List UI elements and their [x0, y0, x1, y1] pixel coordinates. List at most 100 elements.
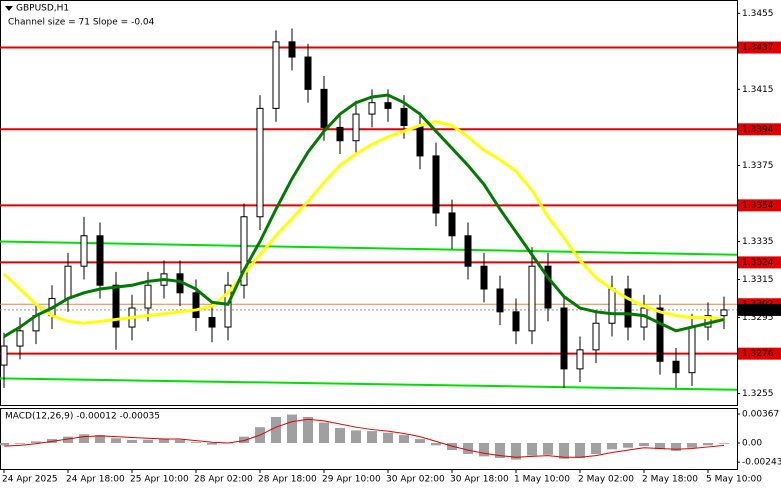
- candle-body: [144, 284, 152, 309]
- moving-average: [2, 120, 725, 325]
- candle-body: [608, 288, 616, 324]
- candle-body: [64, 265, 72, 300]
- x-tick-label: 30 Apr 02:00: [386, 475, 445, 485]
- macd-bar: [623, 442, 633, 448]
- macd-bar: [671, 442, 681, 451]
- macd-bar: [303, 416, 313, 443]
- macd-bar: [95, 435, 105, 443]
- macd-bar: [287, 414, 297, 443]
- candle-body: [192, 292, 200, 319]
- macd-bar: [719, 442, 729, 444]
- y-tick-label: 1.3335: [742, 237, 774, 247]
- macd-signal: [3, 418, 725, 458]
- y-tick-label: 0.00: [742, 438, 762, 448]
- candle-body: [112, 284, 120, 328]
- macd-bar: [607, 442, 617, 450]
- macd-bar: [655, 442, 665, 450]
- candle-body: [656, 307, 664, 362]
- x-tick-label: 25 Apr 10:00: [130, 475, 189, 485]
- macd-bar: [159, 439, 169, 443]
- y-tick-label: 1.3455: [742, 9, 774, 19]
- macd-bar: [191, 442, 201, 443]
- macd-bar: [399, 435, 409, 443]
- candle-body: [544, 265, 552, 309]
- macd-bar: [111, 438, 121, 443]
- candle-body: [0, 345, 8, 366]
- macd-bar: [31, 441, 41, 443]
- candle-body: [448, 212, 456, 237]
- channel-info: Channel size = 71 Slope = -0.04: [8, 18, 155, 28]
- candle-body: [352, 113, 360, 142]
- x-tick-label: 2 May 02:00: [578, 475, 634, 485]
- candle-body: [208, 317, 216, 328]
- x-tick-label: 5 May 10:00: [706, 475, 762, 485]
- candle-body: [16, 330, 24, 347]
- candle-body: [320, 88, 328, 128]
- macd-bar: [239, 436, 249, 443]
- level-label-bg: [738, 256, 781, 269]
- channel-line: [0, 377, 738, 391]
- candle-body: [224, 284, 232, 328]
- macd-bar: [495, 442, 505, 458]
- level-label: 1.3437: [742, 43, 774, 53]
- x-tick-label: 1 May 10:00: [514, 475, 570, 485]
- macd-bar: [527, 442, 537, 456]
- level-label-bg: [738, 199, 781, 212]
- symbol-arrow[interactable]: [5, 6, 13, 11]
- candle-body: [672, 360, 680, 374]
- y-tick-label: 1.3295: [742, 313, 774, 323]
- macd-bar: [79, 434, 89, 443]
- x-tick-label: 29 Apr 10:00: [322, 475, 381, 485]
- macd-bar: [463, 442, 473, 455]
- macd-bar: [175, 439, 185, 443]
- candle-body: [464, 235, 472, 267]
- level-label: 1.3394: [742, 125, 774, 135]
- price-label-bg: [738, 303, 781, 316]
- x-tick-label: 24 Apr 18:00: [66, 475, 125, 485]
- macd-bar: [383, 432, 393, 443]
- macd-bar: [703, 442, 713, 446]
- macd-bar: [415, 439, 425, 443]
- candle-body: [400, 107, 408, 126]
- candle-body: [368, 102, 376, 115]
- candle-body: [576, 349, 584, 370]
- y-tick-label: 1.3315: [742, 275, 774, 285]
- candle-body: [528, 265, 536, 332]
- macd-bar: [319, 422, 329, 443]
- level-label: 1.3276: [742, 349, 774, 359]
- y-tick-label: 0.00367: [742, 410, 779, 420]
- macd-bar: [543, 442, 553, 455]
- candle-body: [624, 288, 632, 328]
- candle-body: [384, 102, 392, 109]
- macd-bar: [559, 442, 569, 459]
- chart-title: GBPUSD,H1: [16, 4, 69, 14]
- x-tick-label: 28 Apr 18:00: [258, 475, 317, 485]
- y-tick-label: 1.3255: [742, 389, 774, 399]
- macd-bar: [127, 439, 137, 443]
- candle-body: [288, 41, 296, 58]
- price-label: 1.3299: [742, 305, 774, 315]
- candle-body: [96, 235, 104, 286]
- macd-bar: [575, 442, 585, 458]
- level-label: 1.3354: [742, 201, 774, 211]
- channel-line: [0, 240, 738, 256]
- candle-body: [256, 107, 264, 218]
- macd-title: MACD(12,26,9) -0.00012 -0.00035: [5, 412, 160, 422]
- candle-body: [592, 322, 600, 351]
- candle-body: [512, 311, 520, 332]
- candle-body: [720, 309, 728, 317]
- candle-body: [240, 216, 248, 286]
- candle-body: [416, 124, 424, 157]
- macd-bar: [367, 431, 377, 443]
- candle-body: [432, 155, 440, 214]
- x-tick-label: 30 Apr 18:00: [450, 475, 509, 485]
- macd-bar: [207, 442, 217, 445]
- moving-average: [3, 93, 725, 338]
- candle-body: [304, 56, 312, 90]
- level-label-bg: [738, 123, 781, 136]
- candle-body: [272, 41, 280, 109]
- level-label: 1.3324: [742, 258, 774, 268]
- x-tick-label: 2 May 18:00: [642, 475, 698, 485]
- macd-bar: [0, 442, 9, 446]
